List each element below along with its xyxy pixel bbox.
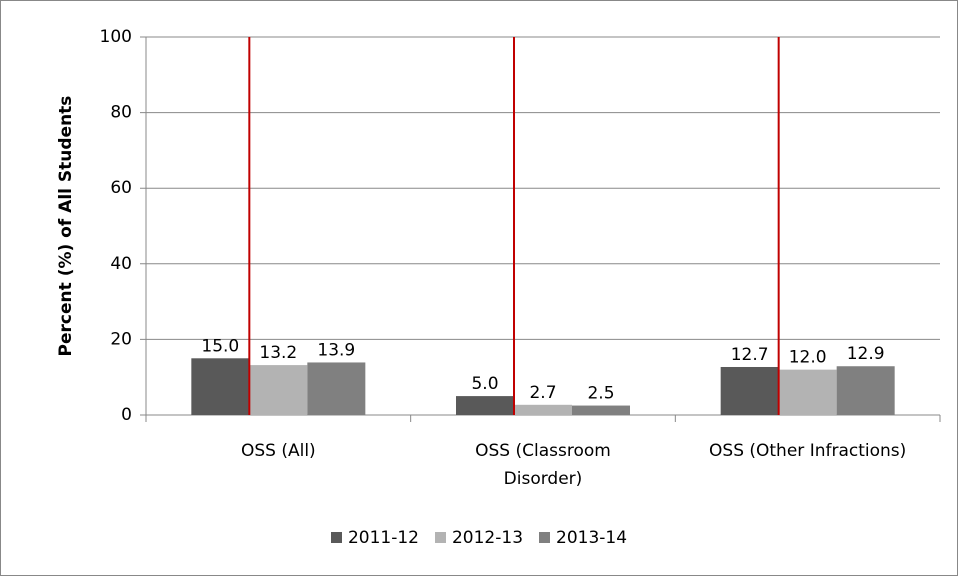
- legend-item: 2013-14: [539, 528, 627, 548]
- legend-swatch: [434, 532, 446, 543]
- bar: [456, 396, 514, 415]
- y-tick-label: 80: [110, 103, 132, 123]
- value-label: 2.7: [529, 383, 556, 403]
- bar: [514, 404, 572, 415]
- legend-swatch: [330, 532, 342, 543]
- bar: [720, 366, 779, 415]
- bar: [307, 362, 366, 415]
- y-tick-label: 0: [121, 405, 132, 425]
- value-label: 15.0: [201, 336, 239, 356]
- legend-label: 2012-13: [451, 528, 524, 548]
- x-tick-label: OSS (Classroom Disorder): [475, 441, 611, 489]
- value-label: 12.7: [731, 345, 769, 365]
- legend-label: 2013-14: [556, 528, 628, 548]
- y-tick-label: 100: [100, 27, 132, 47]
- bar: [249, 365, 308, 415]
- value-label: 13.9: [317, 340, 355, 360]
- value-label: 5.0: [471, 374, 498, 394]
- value-label: 2.5: [587, 384, 614, 404]
- y-tick-label: 20: [110, 329, 132, 349]
- legend-label: 2011-12: [347, 528, 419, 548]
- value-label: 12.9: [847, 344, 885, 364]
- legend-swatch: [539, 532, 551, 543]
- legend: 2011-12 2012-13 2013-14: [0, 528, 958, 548]
- value-label: 12.0: [789, 348, 827, 368]
- legend-item: 2011-12: [330, 528, 419, 548]
- legend-item: 2012-13: [434, 528, 524, 548]
- bar: [572, 405, 630, 415]
- value-label: 13.2: [259, 343, 297, 363]
- y-tick-label: 40: [110, 254, 132, 274]
- x-tick-label: OSS (Other Infractions): [709, 441, 907, 461]
- bar: [778, 369, 837, 415]
- x-tick-label: OSS (All): [240, 441, 316, 461]
- y-tick-label: 60: [110, 178, 132, 198]
- bar: [191, 358, 250, 415]
- bar: [836, 366, 895, 415]
- y-axis-label: Percent (%) of All Students: [56, 96, 76, 357]
